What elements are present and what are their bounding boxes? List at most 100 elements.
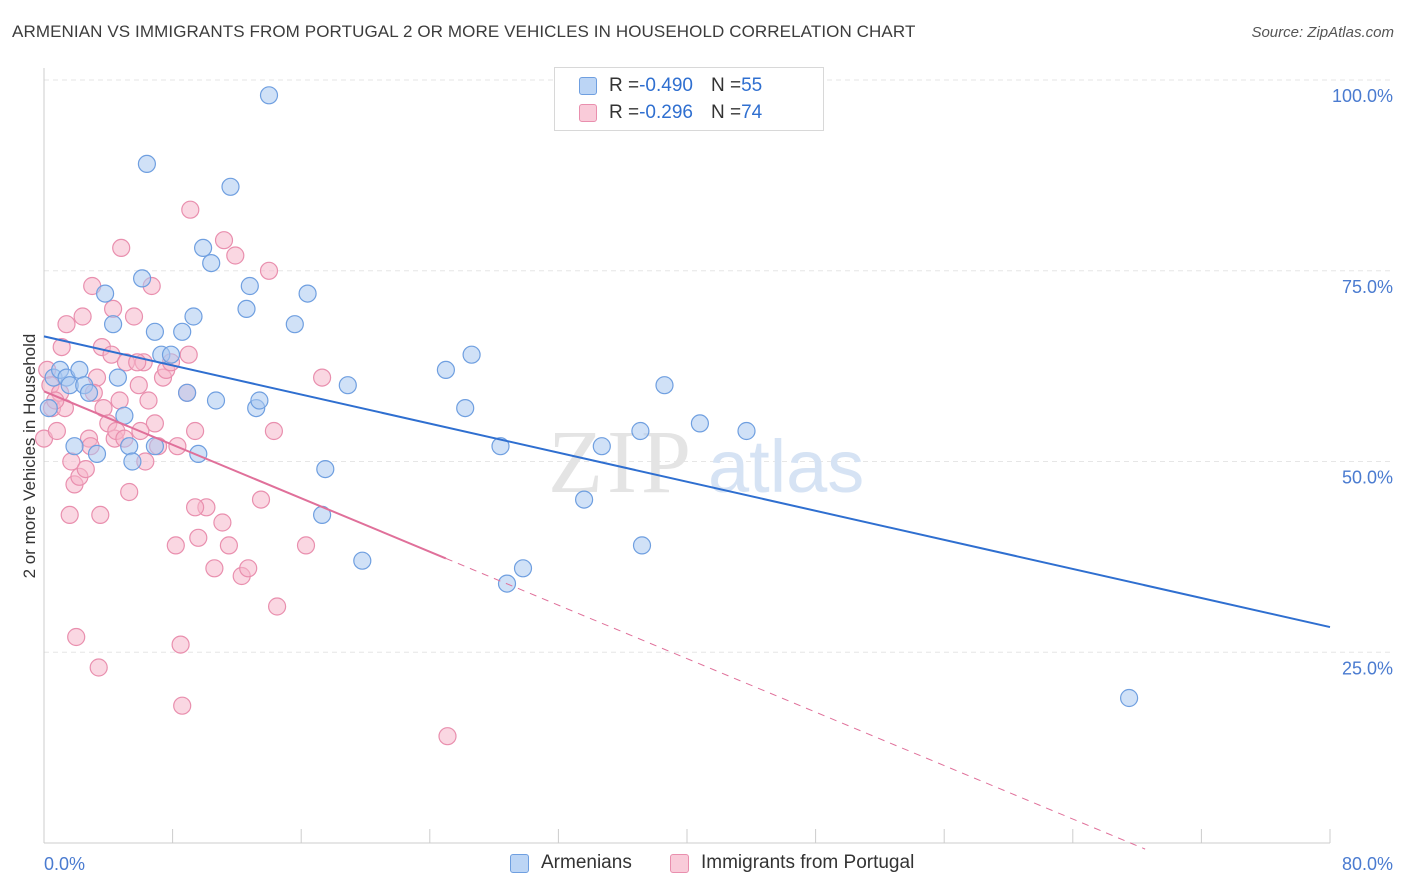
legend-n-value: 74 <box>741 102 763 123</box>
point-armenians <box>259 86 279 105</box>
trendline-armenians <box>43 335 1331 629</box>
source-label: Source: ZipAtlas.com <box>1251 24 1394 41</box>
trendline-portugal <box>43 390 447 560</box>
point-armenians <box>250 391 269 410</box>
point-armenians <box>1119 688 1139 708</box>
point-armenians <box>39 399 58 418</box>
point-immigrants-from-portugal <box>47 421 67 441</box>
y-tick-label: 50.0% <box>1342 468 1393 488</box>
point-armenians <box>95 284 115 303</box>
point-immigrants-from-portugal <box>110 391 129 410</box>
correlation-legend: R = -0.490 N = 55 R = -0.296 N = 74 <box>554 67 824 131</box>
point-armenians <box>513 559 533 578</box>
axes <box>43 68 1331 844</box>
x-tick-label-min: 0.0% <box>44 854 85 874</box>
point-armenians <box>137 154 156 173</box>
legend-n-label: N = <box>710 75 742 96</box>
point-immigrants-from-portugal <box>103 299 123 318</box>
y-tick-label: 25.0% <box>1342 658 1393 678</box>
point-immigrants-from-portugal <box>296 536 316 555</box>
point-immigrants-from-portugal <box>173 696 192 715</box>
point-immigrants-from-portugal <box>226 246 245 265</box>
point-immigrants-from-portugal <box>73 307 92 326</box>
point-armenians <box>298 284 317 303</box>
trendline-portugal-dashed <box>445 557 1146 850</box>
point-armenians <box>353 551 372 570</box>
point-armenians <box>338 376 357 395</box>
point-armenians <box>202 254 221 273</box>
y-tick-label: 75.0% <box>1342 277 1393 297</box>
point-immigrants-from-portugal <box>57 315 76 334</box>
point-immigrants-from-portugal <box>76 460 95 479</box>
watermark-atlas: atlas <box>708 425 864 508</box>
point-immigrants-from-portugal <box>268 597 287 616</box>
legend-label-armenians: Armenians <box>541 852 632 873</box>
point-immigrants-from-portugal <box>129 376 148 395</box>
legend-swatch-portugal <box>670 853 689 873</box>
point-armenians <box>221 177 240 196</box>
point-immigrants-from-portugal <box>52 338 71 357</box>
point-immigrants-from-portugal <box>120 482 139 502</box>
point-armenians <box>436 360 455 379</box>
point-armenians <box>184 307 203 326</box>
legend-item-portugal[interactable]: Immigrants from Portugal <box>670 852 914 874</box>
point-armenians <box>316 460 335 479</box>
point-immigrants-from-portugal <box>186 421 205 441</box>
point-armenians <box>161 345 181 364</box>
legend-swatch-portugal <box>579 104 597 122</box>
point-armenians <box>491 437 510 456</box>
point-immigrants-from-portugal <box>89 658 108 677</box>
point-armenians <box>87 444 107 463</box>
point-immigrants-from-portugal <box>251 490 271 509</box>
point-armenians <box>178 383 197 402</box>
point-immigrants-from-portugal <box>259 261 279 280</box>
point-armenians <box>737 421 756 441</box>
point-armenians <box>655 376 674 395</box>
legend-r-label: R = <box>609 102 640 123</box>
legend-n-label: N = <box>710 102 742 123</box>
point-immigrants-from-portugal <box>186 498 205 517</box>
point-armenians <box>123 452 142 471</box>
y-axis-label: 2 or more Vehicles in Household <box>20 334 39 579</box>
point-immigrants-from-portugal <box>60 505 79 525</box>
point-immigrants-from-portugal <box>213 513 232 532</box>
point-immigrants-from-portugal <box>214 231 234 250</box>
legend-swatch-armenians <box>579 77 597 95</box>
point-immigrants-from-portugal <box>313 368 332 387</box>
point-immigrants-from-portugal <box>189 528 208 547</box>
point-immigrants-from-portugal <box>438 727 457 746</box>
point-immigrants-from-portugal <box>139 391 158 410</box>
point-armenians <box>133 269 152 288</box>
point-immigrants-from-portugal <box>181 200 200 219</box>
point-armenians <box>237 299 256 318</box>
point-armenians <box>462 345 481 364</box>
point-armenians <box>285 315 304 334</box>
point-armenians <box>194 238 213 257</box>
point-armenians <box>79 383 99 402</box>
point-armenians <box>240 276 259 296</box>
legend-row-portugal: R = -0.296 N = 74 <box>579 101 762 125</box>
point-immigrants-from-portugal <box>91 505 110 525</box>
point-armenians <box>690 414 710 433</box>
point-armenians <box>592 437 611 456</box>
legend-r-label: R = <box>609 75 640 96</box>
point-immigrants-from-portugal <box>112 238 131 257</box>
point-armenians <box>632 536 652 555</box>
x-tick-label-max: 80.0% <box>1342 854 1393 874</box>
point-armenians <box>206 391 226 410</box>
legend-r-value: -0.296 <box>639 102 693 123</box>
point-armenians <box>456 399 475 418</box>
series-armenians <box>39 86 1139 708</box>
watermark-zip: ZIP <box>548 413 695 512</box>
point-armenians <box>108 368 128 387</box>
point-immigrants-from-portugal <box>179 345 198 364</box>
point-armenians <box>574 490 594 509</box>
legend-item-armenians[interactable]: Armenians <box>510 852 632 874</box>
legend-r-value: -0.490 <box>639 75 693 96</box>
point-immigrants-from-portugal <box>219 536 238 555</box>
y-tick-labels: 25.0% 50.0% 75.0% 100.0% <box>1332 86 1393 678</box>
point-immigrants-from-portugal <box>171 635 190 654</box>
legend-swatch-armenians <box>510 853 529 873</box>
point-immigrants-from-portugal <box>145 414 164 433</box>
